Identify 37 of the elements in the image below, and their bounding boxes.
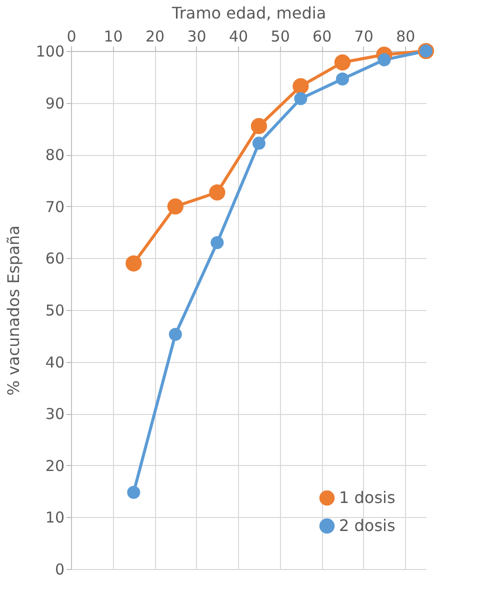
legend-label: 1 dosis bbox=[339, 488, 396, 507]
point bbox=[252, 136, 266, 150]
point bbox=[378, 53, 391, 66]
y-tick-label: 60 bbox=[45, 250, 64, 268]
y-tick-label: 30 bbox=[45, 405, 64, 424]
point bbox=[167, 198, 184, 214]
y-tick-label: 70 bbox=[45, 198, 64, 216]
x-tick-label: 40 bbox=[229, 28, 248, 46]
y-tick-label: 40 bbox=[45, 353, 64, 372]
point bbox=[209, 184, 226, 200]
x-tick-label: 80 bbox=[396, 28, 416, 46]
point bbox=[250, 118, 268, 134]
x-tick-label: 50 bbox=[270, 28, 290, 46]
x-tick-label: 0 bbox=[66, 28, 76, 46]
point bbox=[334, 54, 351, 70]
y-tick-label: 10 bbox=[45, 508, 64, 527]
point bbox=[126, 255, 142, 272]
x-tick-label: 70 bbox=[354, 28, 374, 46]
point bbox=[294, 92, 308, 106]
point bbox=[336, 72, 349, 86]
y-tick-label: 100 bbox=[36, 42, 64, 60]
y-tick-label: 0 bbox=[54, 560, 64, 578]
y-tick-label: 50 bbox=[45, 302, 64, 320]
y-tick-label: 80 bbox=[45, 146, 64, 164]
x-tick-label: 30 bbox=[187, 28, 206, 46]
point bbox=[292, 78, 309, 94]
x-tick-label: 20 bbox=[145, 28, 165, 46]
point bbox=[210, 236, 224, 250]
y-tick-label: 20 bbox=[45, 456, 64, 475]
y-tick-label: 90 bbox=[45, 94, 64, 112]
x-axis-title: Tramo edad, media bbox=[170, 4, 326, 22]
point bbox=[127, 486, 140, 499]
x-tick-label: 10 bbox=[104, 28, 123, 46]
y-axis-title: % vacunados España bbox=[4, 225, 23, 396]
legend-label: 2 dosis bbox=[339, 516, 396, 535]
point bbox=[168, 328, 182, 341]
x-tick-label: 60 bbox=[312, 28, 332, 46]
